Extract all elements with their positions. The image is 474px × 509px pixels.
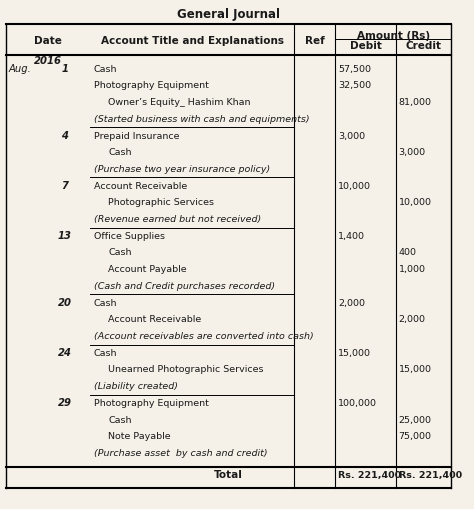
Text: 1,000: 1,000 — [399, 265, 426, 274]
Text: 400: 400 — [399, 248, 417, 258]
Text: (Liability created): (Liability created) — [94, 382, 178, 391]
Text: 10,000: 10,000 — [338, 182, 371, 191]
Text: 10,000: 10,000 — [399, 199, 431, 207]
Text: 7: 7 — [62, 181, 69, 191]
Text: (Purchase two year insurance policy): (Purchase two year insurance policy) — [94, 165, 270, 174]
Text: Amount (Rs): Amount (Rs) — [357, 31, 430, 41]
Text: 2016: 2016 — [34, 55, 62, 66]
Text: (Account receivables are converted into cash): (Account receivables are converted into … — [94, 332, 313, 341]
Text: 15,000: 15,000 — [338, 349, 371, 358]
Text: Rs. 221,400: Rs. 221,400 — [399, 471, 462, 479]
Text: 1: 1 — [62, 64, 69, 74]
Text: 29: 29 — [58, 399, 72, 408]
Text: 20: 20 — [58, 298, 72, 308]
Text: Credit: Credit — [406, 41, 441, 51]
Text: Account Receivable: Account Receivable — [94, 182, 187, 191]
Text: General Journal: General Journal — [177, 8, 280, 20]
Text: Note Payable: Note Payable — [108, 432, 171, 441]
Text: Cash: Cash — [94, 349, 117, 358]
Text: (Purchase asset  by cash and credit): (Purchase asset by cash and credit) — [94, 449, 267, 458]
Text: Aug.: Aug. — [8, 64, 31, 74]
Text: 2,000: 2,000 — [338, 299, 365, 307]
Text: 100,000: 100,000 — [338, 399, 377, 408]
Text: Cash: Cash — [108, 148, 132, 157]
Text: Owner’s Equity_ Hashim Khan: Owner’s Equity_ Hashim Khan — [108, 98, 251, 107]
Text: 13: 13 — [58, 231, 72, 241]
Text: Total: Total — [214, 470, 243, 480]
Text: Cash: Cash — [108, 415, 132, 425]
Text: 81,000: 81,000 — [399, 98, 431, 107]
Text: Account Title and Explanations: Account Title and Explanations — [101, 36, 284, 46]
Text: 3,000: 3,000 — [338, 131, 365, 140]
Text: Ref: Ref — [305, 36, 325, 46]
Text: 1,400: 1,400 — [338, 232, 365, 241]
Text: 2,000: 2,000 — [399, 315, 426, 324]
Text: 3,000: 3,000 — [399, 148, 426, 157]
Text: Account Payable: Account Payable — [108, 265, 187, 274]
Text: 57,500: 57,500 — [338, 65, 371, 74]
Text: 24: 24 — [58, 348, 72, 358]
Text: 15,000: 15,000 — [399, 365, 431, 375]
Text: Office Supplies: Office Supplies — [94, 232, 164, 241]
Text: 25,000: 25,000 — [399, 415, 431, 425]
Text: Photography Equipment: Photography Equipment — [94, 399, 209, 408]
Text: Cash: Cash — [94, 65, 117, 74]
Text: Unearned Photographic Services: Unearned Photographic Services — [108, 365, 264, 375]
Text: Rs. 221,400: Rs. 221,400 — [338, 471, 401, 479]
Text: Prepaid Insurance: Prepaid Insurance — [94, 131, 179, 140]
Text: 4: 4 — [62, 131, 69, 141]
Text: 32,500: 32,500 — [338, 81, 371, 91]
Text: (Cash and Credit purchases recorded): (Cash and Credit purchases recorded) — [94, 282, 275, 291]
Text: (Started business with cash and equipments): (Started business with cash and equipmen… — [94, 115, 309, 124]
Text: (Revenue earned but not received): (Revenue earned but not received) — [94, 215, 261, 224]
Text: Date: Date — [34, 36, 62, 46]
Text: Account Receivable: Account Receivable — [108, 315, 201, 324]
Text: Debit: Debit — [350, 41, 382, 51]
Text: Cash: Cash — [108, 248, 132, 258]
Text: Cash: Cash — [94, 299, 117, 307]
Text: 75,000: 75,000 — [399, 432, 431, 441]
Text: Photographic Services: Photographic Services — [108, 199, 214, 207]
Text: Photography Equipment: Photography Equipment — [94, 81, 209, 91]
